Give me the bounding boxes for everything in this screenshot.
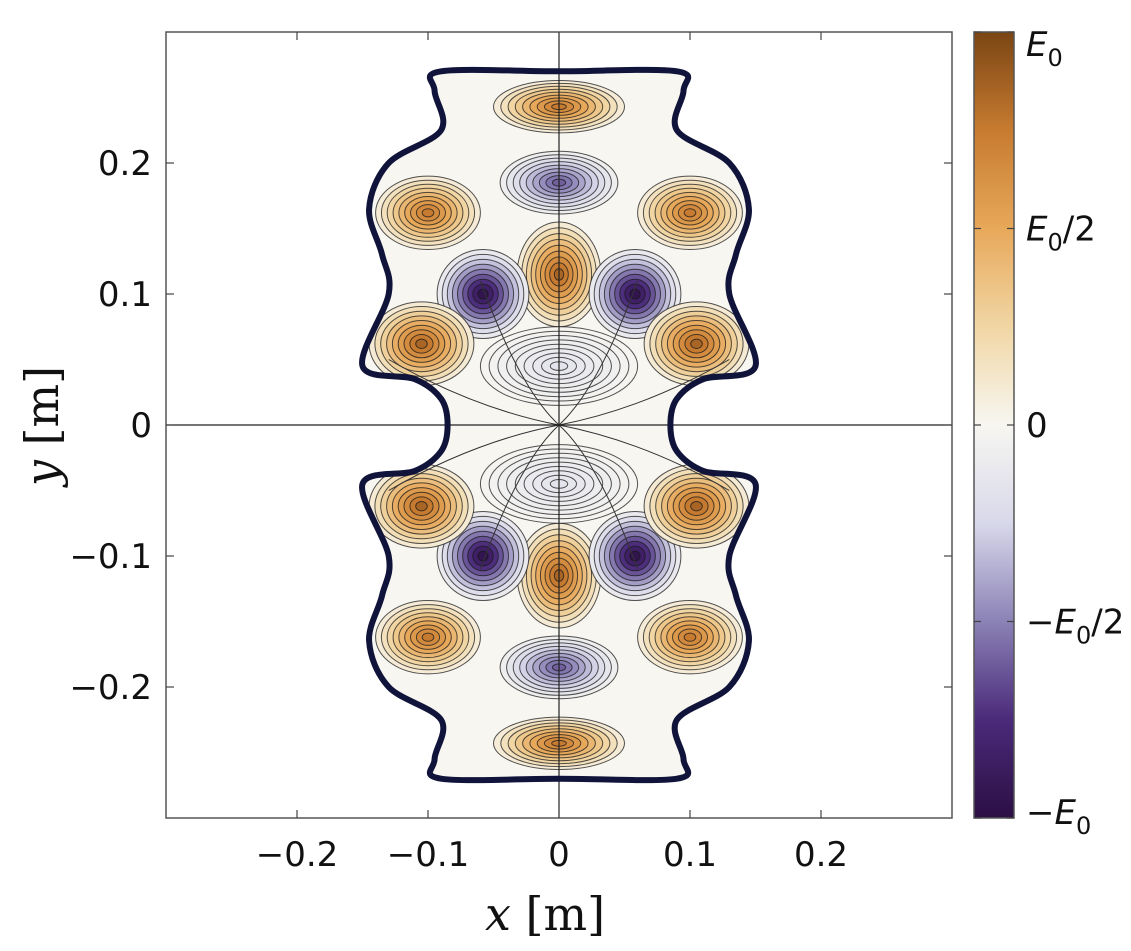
x-tick-label: 0 <box>548 835 570 875</box>
contour-level <box>415 501 428 512</box>
nodal-lines <box>388 280 730 570</box>
y-tick-label: −0.2 <box>69 668 152 708</box>
y-axis-label: y [m] <box>15 366 69 488</box>
y-axis-var: y <box>15 459 69 488</box>
field-lobe <box>643 463 750 549</box>
nodal-line <box>558 424 730 491</box>
field-lobe <box>493 80 625 134</box>
y-axis-unit: [m] <box>15 366 69 446</box>
y-tick-label: 0.2 <box>98 144 152 184</box>
contour-level <box>683 632 697 642</box>
x-tick-label: 0.1 <box>663 835 717 875</box>
x-axis-label: x [m] <box>485 887 605 941</box>
y-tick-label: 0 <box>130 406 152 446</box>
colorbar-tick-label: −E0/2 <box>1026 603 1124 650</box>
field-lobe <box>375 600 481 675</box>
domain-boundary-outline <box>359 66 759 784</box>
contour-level <box>690 501 703 512</box>
nodal-line <box>479 280 560 426</box>
nodal-line <box>479 424 560 570</box>
nodal-line <box>558 424 639 570</box>
contour-level <box>683 208 697 218</box>
field-lobe <box>637 175 743 251</box>
colorbar-tick-label: E0/2 <box>1026 210 1096 257</box>
field-lobe <box>588 249 682 339</box>
colorbar-ticks: E0 E0/2 0 −E0/2 −E0 <box>974 25 1124 840</box>
x-tick-label: −0.2 <box>256 835 339 875</box>
colorbar-tick-label: 0 <box>1026 406 1048 446</box>
field-lobe <box>368 301 475 387</box>
field-lobe <box>375 175 481 251</box>
field-lobe <box>637 600 743 675</box>
nodal-line <box>388 359 560 426</box>
nodal-line <box>558 280 639 426</box>
colorbar-tick-label: E0 <box>1026 25 1063 72</box>
y-tick-label: −0.1 <box>69 537 152 577</box>
x-axis-var: x <box>485 887 511 941</box>
zero-crosshair <box>166 32 952 818</box>
contour-level <box>415 338 428 349</box>
x-tick-label: −0.1 <box>387 835 470 875</box>
y-axis-ticks: −0.2 −0.1 0 0.1 0.2 <box>69 144 952 708</box>
x-axis-unit: [m] <box>526 887 606 941</box>
y-tick-label: 0.1 <box>98 275 152 315</box>
field-lobe <box>643 301 750 387</box>
contour-level <box>421 208 435 218</box>
field-lobe <box>368 463 475 549</box>
nodal-line <box>388 424 560 491</box>
colorbar-tick-label: −E0 <box>1026 793 1091 840</box>
field-lobe <box>588 511 682 601</box>
nodal-line <box>558 359 730 426</box>
contour-level <box>690 338 703 349</box>
contour-level <box>421 632 435 642</box>
x-axis-ticks: −0.2 −0.1 0 0.1 0.2 <box>256 32 848 875</box>
x-tick-label: 0.2 <box>794 835 848 875</box>
